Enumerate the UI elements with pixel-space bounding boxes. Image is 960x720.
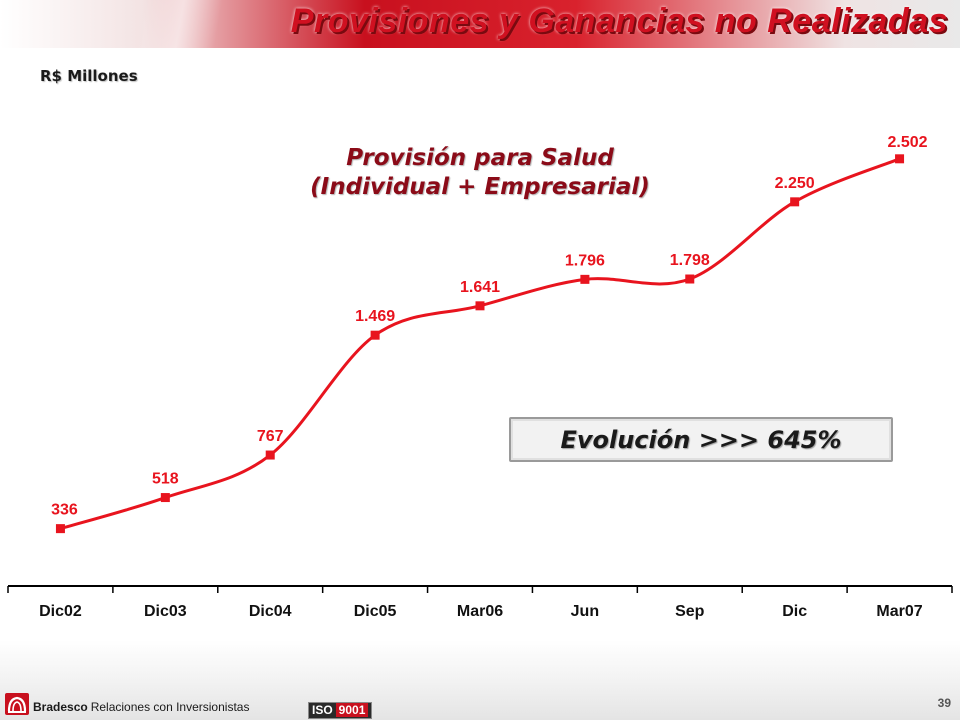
data-point-marker — [265, 450, 275, 460]
data-label: 1.796 — [565, 252, 605, 269]
x-tick-label: Sep — [675, 603, 705, 620]
page-number: 39 — [937, 696, 951, 710]
chart-title-line-1: Provisión para Salud — [346, 145, 614, 171]
data-label: 1.469 — [355, 308, 395, 325]
footer-subtitle: Relaciones con Inversionistas — [90, 700, 250, 714]
data-label: 336 — [51, 502, 78, 519]
x-tick-label: Dic — [782, 603, 807, 620]
x-tick-label: Dic02 — [39, 603, 82, 620]
bradesco-logo-icon — [5, 693, 29, 715]
data-label: 1.798 — [670, 252, 710, 269]
data-point-marker — [580, 274, 590, 284]
data-point-marker — [370, 330, 380, 340]
chart-title-line-2: (Individual + Empresarial) — [310, 174, 650, 200]
data-label: 767 — [257, 428, 284, 445]
header-band: Provisiones y Ganancias no Realizadas — [0, 0, 960, 48]
data-label: 2.502 — [888, 134, 928, 151]
x-tick-label: Dic05 — [354, 603, 397, 620]
page-title: Provisiones y Ganancias no Realizadas — [290, 2, 948, 40]
chart-title: Provisión para Salud (Individual + Empre… — [230, 144, 730, 202]
x-tick-label: Dic04 — [249, 603, 292, 620]
data-label: 1.641 — [460, 279, 500, 296]
x-tick-label: Jun — [571, 603, 599, 620]
x-tick-label: Dic03 — [144, 603, 187, 620]
iso-prefix: ISO — [312, 703, 333, 717]
data-point-marker — [685, 274, 695, 284]
footer-brand: Bradesco Relaciones con Inversionistas — [33, 700, 249, 714]
evolution-callout-text: Evolución >>> 645% — [560, 425, 842, 454]
data-point-marker — [790, 197, 800, 207]
unit-label: R$ Millones — [40, 67, 138, 85]
data-point-marker — [55, 524, 65, 534]
data-label: 2.250 — [775, 175, 815, 192]
evolution-callout: Evolución >>> 645% — [509, 417, 893, 462]
header-swoosh — [120, 0, 240, 48]
x-tick-label: Mar06 — [457, 603, 503, 620]
footer-band — [0, 640, 960, 720]
x-tick-label: Mar07 — [876, 603, 922, 620]
data-point-marker — [160, 493, 170, 503]
series-line — [60, 157, 901, 531]
data-point-marker — [475, 301, 485, 311]
data-label: 518 — [152, 471, 179, 488]
data-point-marker — [895, 154, 905, 164]
iso-badge: ISO 9001 — [308, 702, 372, 719]
iso-number: 9001 — [335, 703, 369, 717]
footer-brand-name: Bradesco — [33, 700, 88, 714]
